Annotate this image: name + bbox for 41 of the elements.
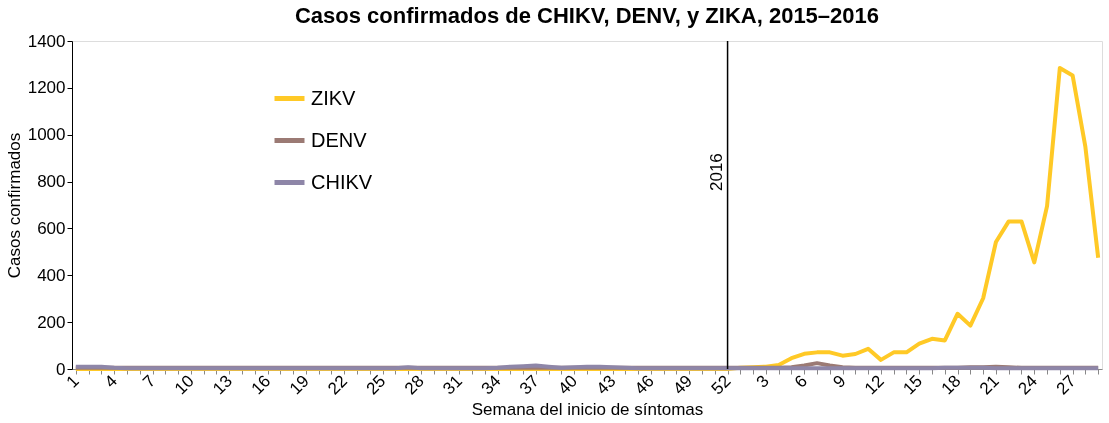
x-tick-label: 25 (362, 371, 390, 399)
x-tick-label: 49 (669, 371, 697, 399)
x-tick-label: 28 (400, 371, 428, 399)
x-tick-label: 10 (170, 371, 198, 399)
chart-title: Casos confirmados de CHIKV, DENV, y ZIKA, 2015–2016 (294, 3, 880, 28)
x-tick-label: 46 (630, 371, 658, 399)
y-tick-label: 1400 (27, 31, 66, 51)
legend-label: DENV (311, 128, 368, 151)
x-tick-label: 21 (975, 371, 1003, 399)
x-tick-label: 4 (100, 371, 122, 392)
y-tick-label: 800 (37, 172, 66, 192)
y-tick-label: 0 (56, 359, 66, 379)
x-tick-label: 27 (1052, 371, 1080, 399)
x-tick-label: 9 (829, 371, 850, 392)
x-tick-label: 52 (707, 371, 735, 399)
x-tick-label: 43 (592, 371, 620, 399)
x-axis-title: Semana del inicio de síntomas (471, 399, 704, 419)
x-tick-label: 16 (247, 371, 275, 399)
x-tick-label: 24 (1014, 371, 1042, 399)
x-tick-label: 6 (790, 371, 812, 392)
y-tick-label: 200 (37, 312, 66, 332)
ref-line-label: 2016 (706, 153, 726, 191)
y-tick-label: 600 (37, 218, 66, 238)
y-axis-title: Casos confirmados (4, 132, 24, 279)
legend-label: CHIKV (311, 170, 373, 193)
x-tick-label: 19 (285, 371, 313, 399)
x-tick-label: 13 (209, 371, 237, 399)
x-tick-label: 12 (860, 371, 888, 399)
x-tick-label: 37 (515, 371, 543, 399)
x-tick-label: 15 (899, 371, 927, 399)
y-tick-label: 1200 (27, 78, 66, 98)
x-tick-label: 7 (139, 371, 160, 392)
x-tick-label: 18 (937, 371, 965, 399)
legend-label: ZIKV (311, 86, 357, 109)
y-tick-label: 400 (37, 265, 66, 285)
x-tick-label: 3 (752, 371, 773, 392)
x-tick-label: 31 (439, 371, 467, 399)
x-tick-label: 22 (324, 371, 352, 399)
y-tick-label: 1000 (27, 125, 66, 145)
x-tick-label: 34 (477, 371, 505, 399)
x-tick-label: 40 (554, 371, 582, 399)
